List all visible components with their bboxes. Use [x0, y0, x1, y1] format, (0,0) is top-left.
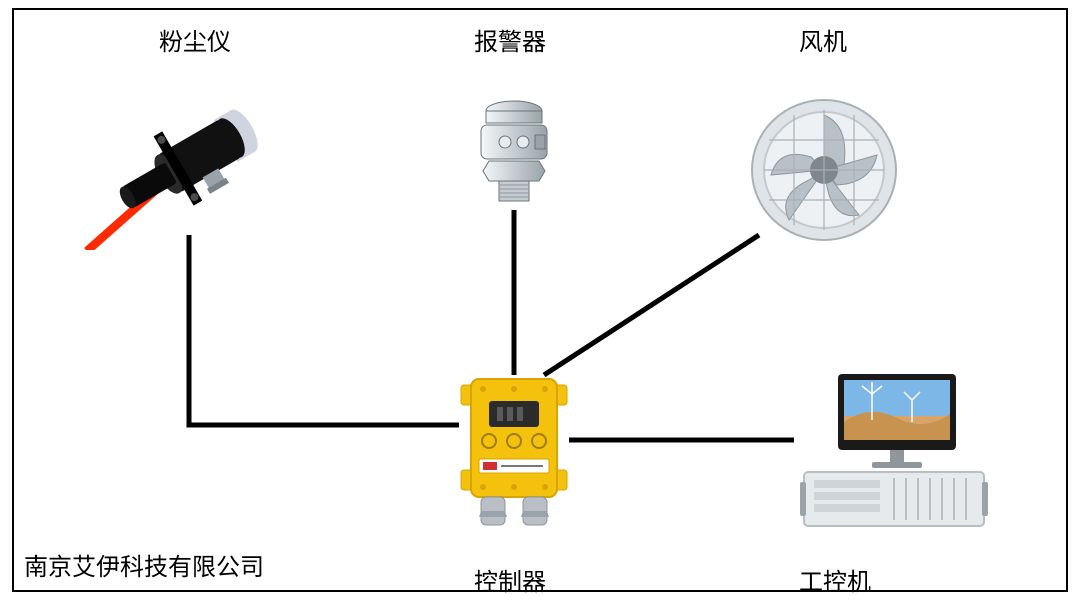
alarm-label: 报警器: [474, 22, 546, 57]
company-name: 南京艾伊科技有限公司: [24, 547, 264, 582]
ipc-label: 工控机: [799, 562, 871, 597]
dust-meter-label: 粉尘仪: [159, 22, 231, 57]
dust-meter-icon: [84, 80, 284, 250]
controller-label: 控制器: [474, 562, 546, 597]
fan-icon: [749, 95, 899, 245]
diagram-frame: 粉尘仪 报警器 风机 控制器 工控机 南京艾伊科技有限公司: [12, 8, 1068, 592]
fan-label: 风机: [799, 22, 847, 57]
alarm-icon: [469, 95, 559, 205]
controller-icon: [459, 375, 569, 535]
ipc-icon: [794, 370, 994, 535]
